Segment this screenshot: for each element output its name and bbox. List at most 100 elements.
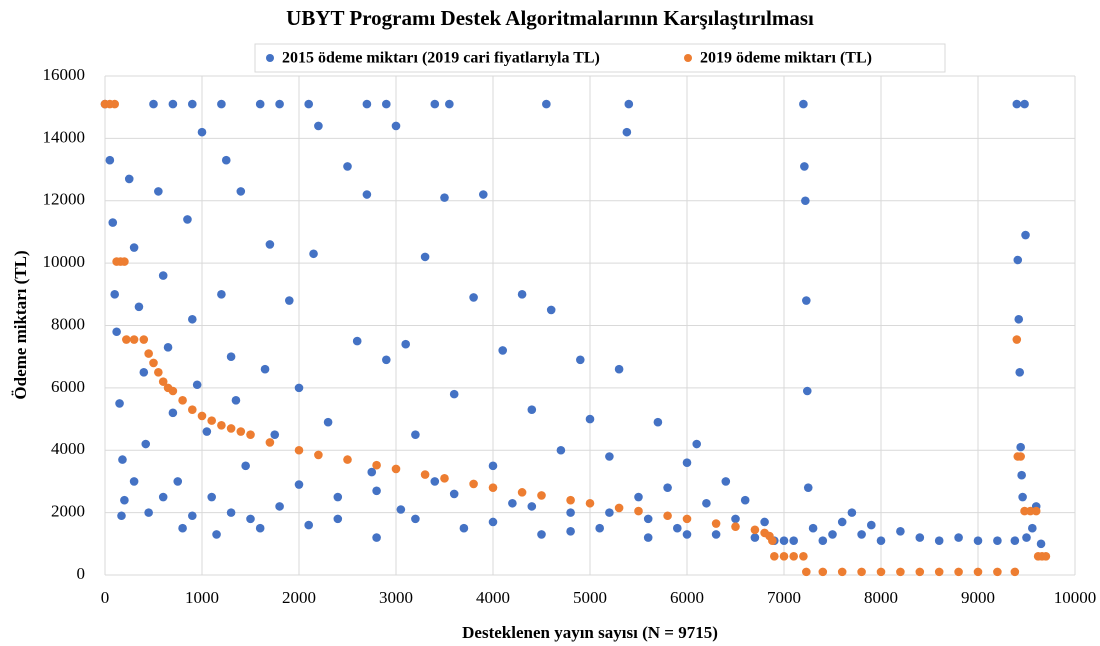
point [430, 477, 440, 486]
point [411, 430, 420, 439]
point [711, 530, 721, 539]
point [304, 99, 314, 109]
point [818, 536, 828, 545]
point [420, 470, 430, 479]
point [226, 424, 236, 433]
point [653, 417, 663, 427]
point [188, 314, 197, 324]
point [430, 99, 440, 109]
point [915, 567, 925, 577]
point [488, 517, 498, 527]
point [488, 461, 498, 471]
point [149, 358, 158, 368]
point [595, 523, 604, 533]
point [139, 335, 149, 344]
point [294, 383, 304, 393]
point [117, 511, 126, 521]
point [818, 567, 828, 577]
point [246, 430, 255, 439]
point [168, 408, 178, 418]
point [556, 445, 566, 455]
y-tick-label: 0 [77, 564, 86, 583]
point [801, 196, 810, 206]
point [207, 492, 216, 502]
point [954, 533, 963, 542]
point [314, 121, 323, 131]
point [440, 474, 449, 483]
x-tick-label: 7000 [767, 588, 801, 607]
point [309, 249, 318, 259]
point [270, 430, 280, 439]
point [275, 502, 284, 511]
point [362, 99, 372, 109]
point [566, 508, 575, 517]
point [212, 530, 221, 539]
point [168, 386, 178, 396]
point [576, 355, 585, 365]
y-tick-label: 16000 [43, 65, 86, 84]
point [139, 367, 149, 377]
point [118, 455, 127, 464]
point [517, 488, 527, 497]
point [197, 127, 207, 137]
point [663, 483, 672, 492]
point [915, 533, 925, 542]
point [740, 495, 750, 505]
point [673, 523, 682, 533]
point [183, 215, 192, 224]
point [112, 327, 121, 337]
point [1013, 255, 1023, 265]
point [1010, 567, 1020, 577]
point [634, 492, 643, 502]
point [1021, 230, 1030, 240]
point [163, 343, 173, 352]
point [585, 414, 595, 424]
point [124, 174, 134, 184]
point [255, 523, 265, 533]
point [537, 530, 546, 539]
point [178, 396, 187, 405]
point [372, 460, 381, 470]
point [323, 417, 333, 427]
point [1015, 367, 1025, 377]
point [141, 439, 151, 449]
point [837, 567, 847, 577]
point [1012, 99, 1022, 109]
point [605, 452, 614, 461]
point [750, 533, 760, 542]
point [682, 530, 692, 539]
point [542, 99, 551, 109]
point [110, 99, 119, 109]
point [682, 514, 692, 524]
point [896, 567, 905, 577]
point [382, 355, 391, 365]
point [221, 155, 231, 165]
point [876, 536, 886, 545]
point [808, 523, 818, 533]
x-tick-label: 3000 [379, 588, 413, 607]
point [1012, 335, 1022, 344]
point [527, 405, 537, 415]
point [226, 508, 236, 517]
point [799, 99, 808, 109]
point [449, 389, 459, 399]
point [770, 551, 779, 561]
point [934, 567, 944, 577]
point [188, 405, 197, 415]
point [857, 530, 866, 539]
y-tick-label: 10000 [43, 252, 86, 271]
point [1014, 314, 1024, 324]
point [469, 479, 478, 489]
point [105, 155, 115, 165]
point [445, 99, 454, 109]
point [134, 302, 144, 312]
point [508, 498, 517, 508]
point [382, 99, 391, 109]
point [401, 339, 411, 349]
point [857, 567, 866, 577]
legend-marker [684, 54, 692, 62]
point [304, 520, 314, 530]
point [314, 450, 323, 460]
point [294, 445, 304, 455]
point [144, 508, 153, 517]
